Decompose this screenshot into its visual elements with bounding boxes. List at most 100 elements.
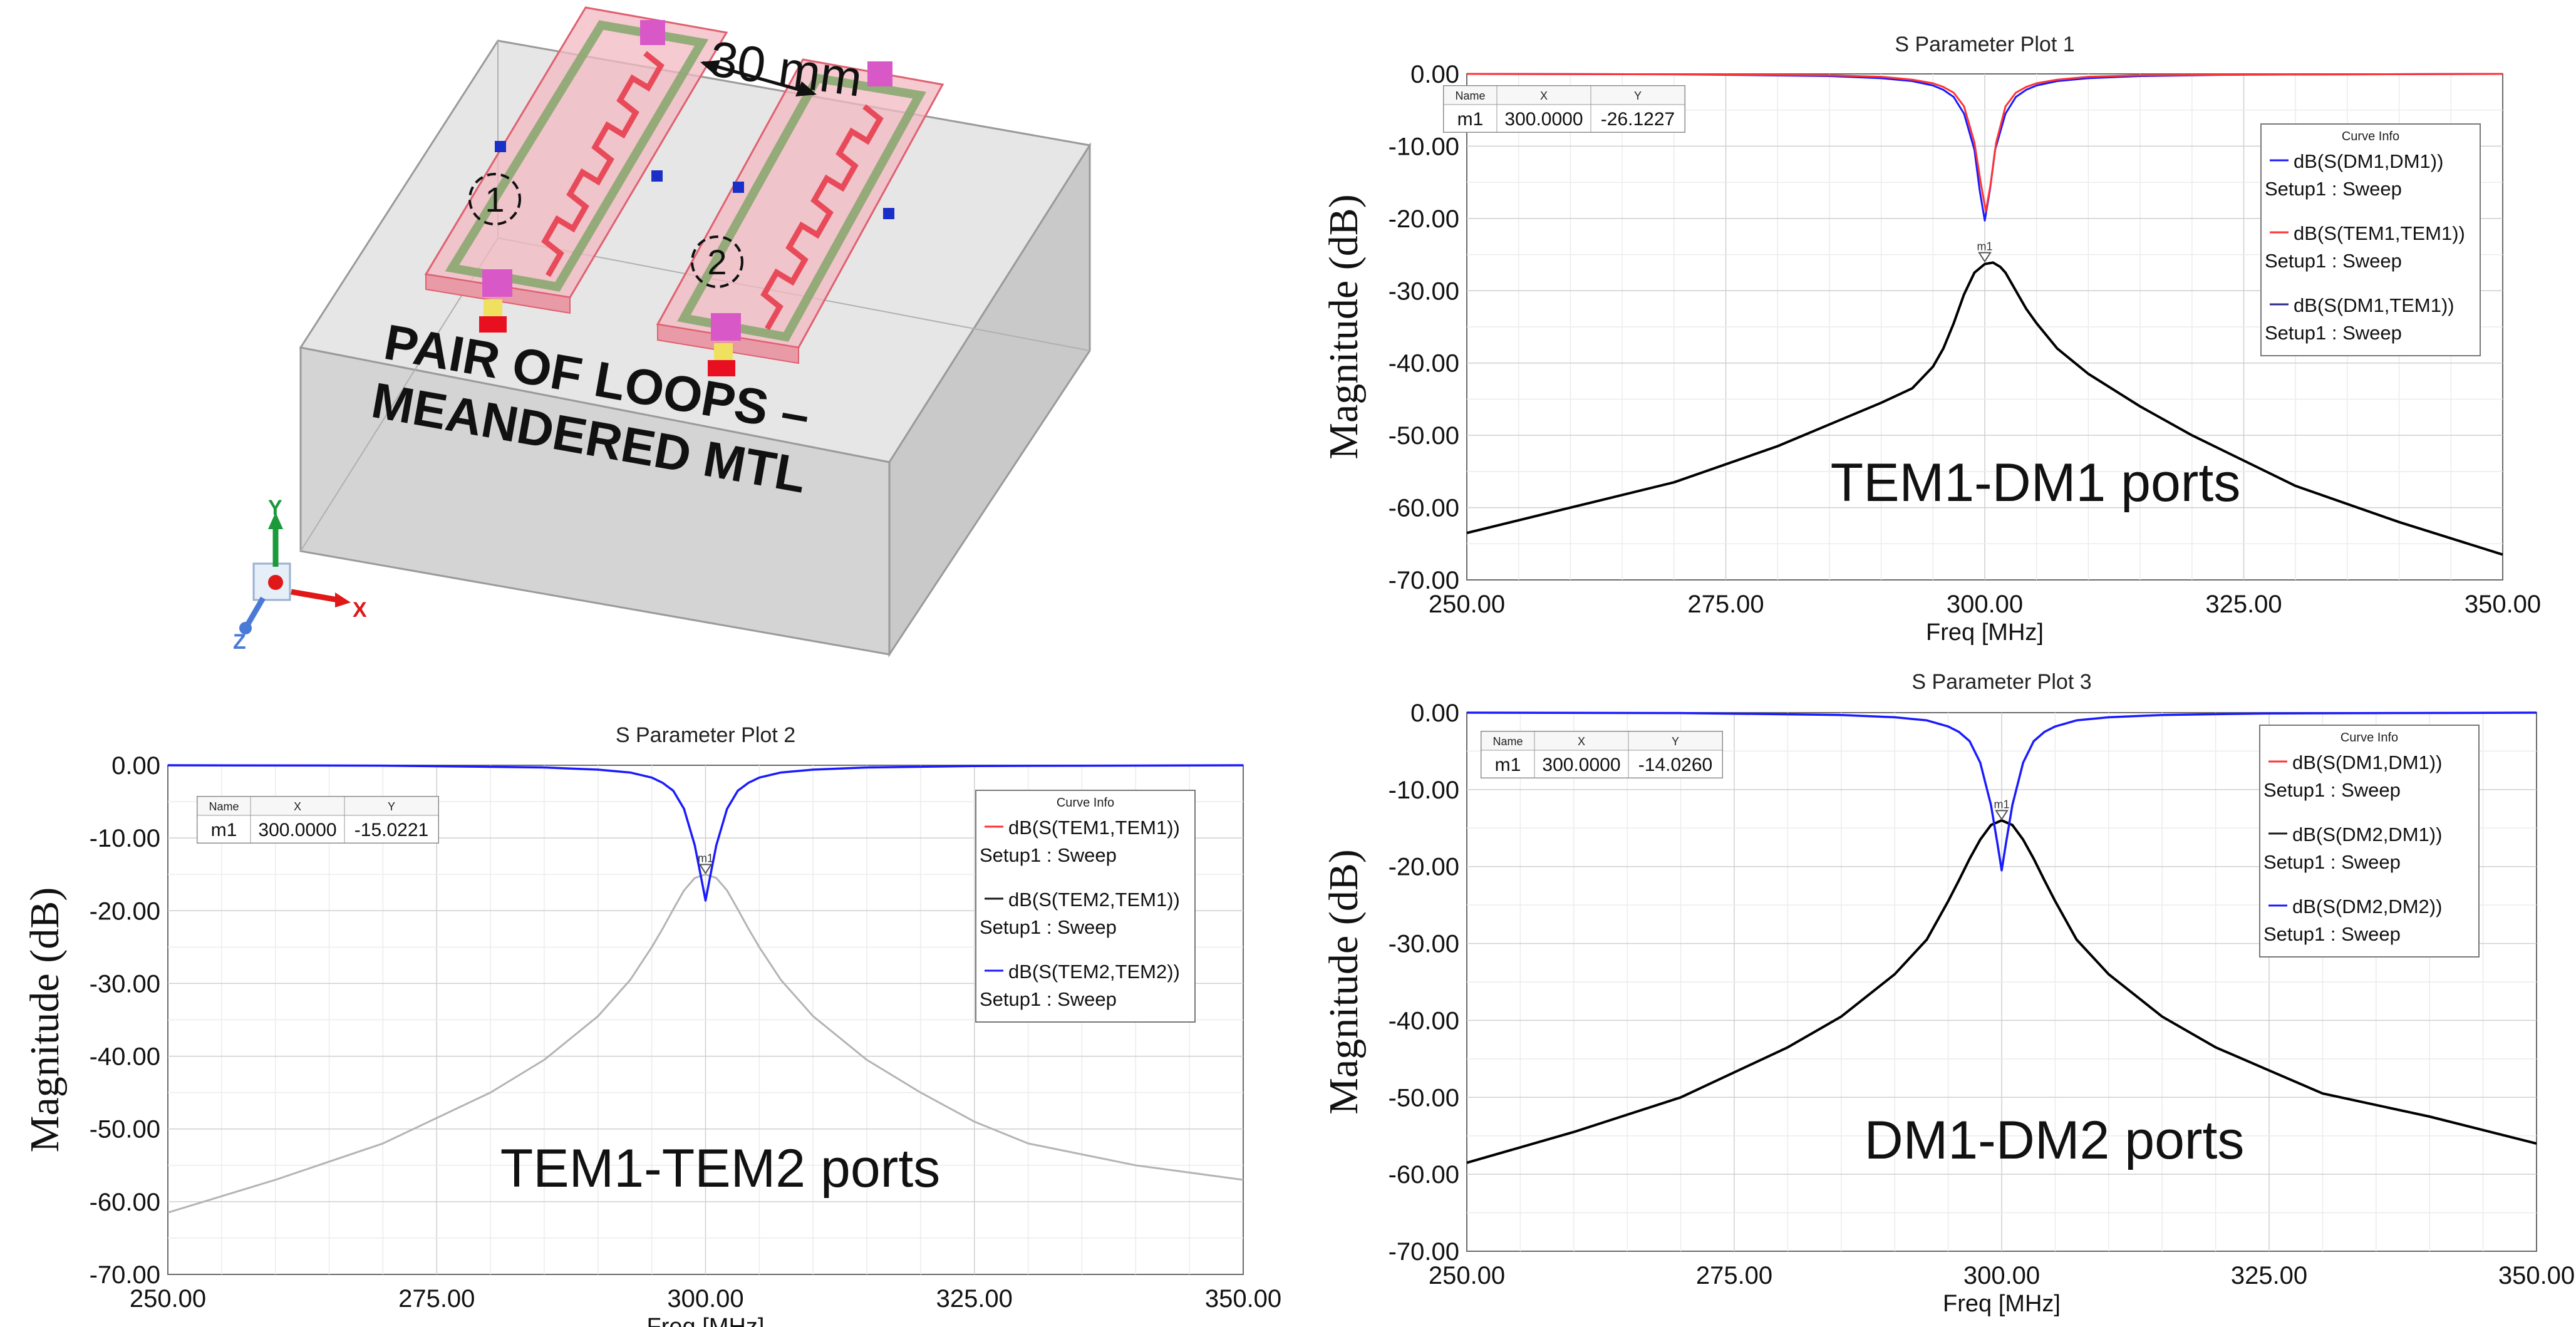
feed-pad	[484, 299, 502, 318]
y-tick-label: -50.00	[90, 1116, 160, 1144]
meander-trace	[760, 104, 884, 331]
z-axis-label: Z	[233, 630, 246, 654]
marker-symbol	[1995, 810, 2009, 821]
marker-table-header: X	[1578, 735, 1585, 748]
y-tick-label: -70.00	[1389, 567, 1459, 594]
blue-dot	[883, 208, 894, 219]
series-line	[168, 764, 1243, 902]
spacing-arrow-head	[795, 81, 817, 96]
marker-label: m1	[698, 852, 713, 864]
marker-table-cell	[344, 815, 439, 844]
series-line	[1467, 819, 2537, 1164]
legend-entry-label: dB(S(TEM2,TEM2))	[1008, 961, 1180, 983]
marker-table-header: Name	[1455, 90, 1485, 102]
legend-entry-setup: Setup1 : Sweep	[2263, 923, 2401, 945]
y-axis-label: Magnitude (dB)	[22, 887, 68, 1152]
x-tick-label: 275.00	[398, 1285, 475, 1313]
loop-marker-label: 1	[485, 180, 504, 219]
s-parameter-plot-2: S Parameter Plot 2 0.00 -10.00 -20.00 -30.00…	[22, 723, 1281, 1327]
legend-entry-label: dB(S(DM2,DM1))	[2292, 824, 2442, 845]
y-tick-label: -10.00	[1389, 777, 1459, 804]
y-tick-label: -60.00	[1389, 1161, 1459, 1189]
y-tick-label: 0.00	[111, 752, 160, 780]
marker-table-value: m1	[1495, 755, 1521, 775]
feed	[708, 360, 735, 376]
loop-marker-label: 2	[707, 242, 727, 282]
y-tick-label: -20.00	[1389, 205, 1459, 233]
legend-entry-label: dB(S(TEM1,TEM1))	[1008, 817, 1180, 839]
marker-table-value: m1	[211, 820, 237, 840]
y-tick-label: -50.00	[1389, 1084, 1459, 1112]
marker-table-header: X	[1540, 90, 1548, 102]
marker-table-cell	[1628, 750, 1723, 778]
marker-label: m1	[1977, 240, 1992, 253]
y-tick-label: -30.00	[90, 970, 160, 998]
x-tick-label: 250.00	[1429, 1262, 1505, 1289]
meander-trace	[541, 51, 665, 277]
marker-table-header-cell	[1590, 85, 1685, 105]
legend-entry-label: dB(S(DM1,DM1))	[2292, 751, 2442, 773]
y-tick-label: -30.00	[1389, 277, 1459, 305]
x-axis-label: Freq [MHz]	[1943, 1291, 2061, 1317]
series-line	[1467, 711, 2537, 872]
marker-table-header: Y	[388, 800, 395, 813]
x-tick-label: 350.00	[2465, 591, 2541, 618]
chart-title: S Parameter Plot 3	[1911, 670, 2091, 694]
coordinate-axes: Y X Z	[233, 496, 367, 654]
legend-entry-setup: Setup1 : Sweep	[2265, 178, 2402, 200]
y-tick-label: -20.00	[1389, 854, 1459, 881]
z-axis-arrow	[245, 596, 266, 627]
marker-symbol	[1978, 252, 1992, 263]
x-tick-label: 300.00	[1947, 591, 2023, 618]
legend-title: Curve Info	[1057, 796, 1114, 810]
x-tick-label: 325.00	[936, 1285, 1013, 1313]
marker-table-value: -15.0221	[354, 820, 428, 840]
legend-title: Curve Info	[2341, 731, 2398, 745]
marker-table-value: -14.0260	[1638, 755, 1712, 775]
legend-entry-setup: Setup1 : Sweep	[2263, 779, 2401, 801]
y-axis-label: Y	[268, 496, 282, 520]
legend-entry-setup: Setup1 : Sweep	[2265, 322, 2402, 344]
y-tick-label: 0.00	[1410, 700, 1459, 727]
blue-dot	[495, 141, 506, 152]
spacing-dimension-arrow	[702, 61, 815, 96]
legend-entry-label: dB(S(DM1,DM1))	[2294, 150, 2443, 172]
marker-table-header-cell	[250, 796, 345, 816]
marker-table-cell	[197, 815, 251, 844]
marker-table-header: Name	[1492, 735, 1523, 748]
x-tick-label: 325.00	[2205, 591, 2282, 618]
marker-table-header: Y	[1672, 735, 1679, 748]
series-line	[1467, 73, 2503, 222]
y-tick-label: -50.00	[1389, 422, 1459, 450]
x-axis-arrow-head	[335, 592, 351, 607]
y-axis-label: Magnitude (dB)	[1321, 849, 1367, 1114]
legend-box	[2259, 725, 2480, 958]
loop-marker-circle	[691, 235, 743, 288]
legend-entry-label: dB(S(TEM1,TEM1))	[2294, 222, 2465, 244]
loop-2: 2	[656, 58, 944, 376]
legend-entry-setup: Setup1 : Sweep	[980, 988, 1117, 1010]
x-tick-label: 275.00	[1687, 591, 1764, 618]
s-parameter-plot-3: S Parameter Plot 3 0.00 -10.00 -20.00 -30.00…	[1321, 670, 2575, 1317]
marker-table-header: Name	[209, 800, 239, 813]
chart-title: S Parameter Plot 1	[1895, 33, 2074, 56]
legend-entry-setup: Setup1 : Sweep	[2265, 250, 2402, 272]
marker-table-header-cell	[344, 796, 439, 816]
marker-table-value: 300.0000	[1542, 755, 1620, 775]
legend-entry-label: dB(S(TEM2,TEM1))	[1008, 889, 1180, 911]
y-axis-label: Magnitude (dB)	[1321, 194, 1367, 459]
y-tick-label: -60.00	[1389, 495, 1459, 522]
feed-pad	[714, 343, 733, 362]
x-tick-label: 250.00	[130, 1285, 206, 1313]
x-tick-label: 350.00	[1205, 1285, 1281, 1313]
marker-table-value: -26.1227	[1601, 109, 1675, 130]
series-line	[1467, 261, 2503, 556]
marker-table-cell	[1481, 750, 1535, 778]
x-tick-label: 275.00	[1696, 1262, 1772, 1289]
x-axis-label: X	[353, 598, 367, 622]
z-axis-arrow-head	[239, 622, 252, 634]
axes-origin-dot	[268, 575, 283, 590]
marker-table-cell	[1496, 104, 1591, 133]
legend-entry-label: dB(S(DM1,TEM1))	[2294, 294, 2454, 316]
x-axis-label: Freq [MHz]	[1926, 619, 2044, 646]
